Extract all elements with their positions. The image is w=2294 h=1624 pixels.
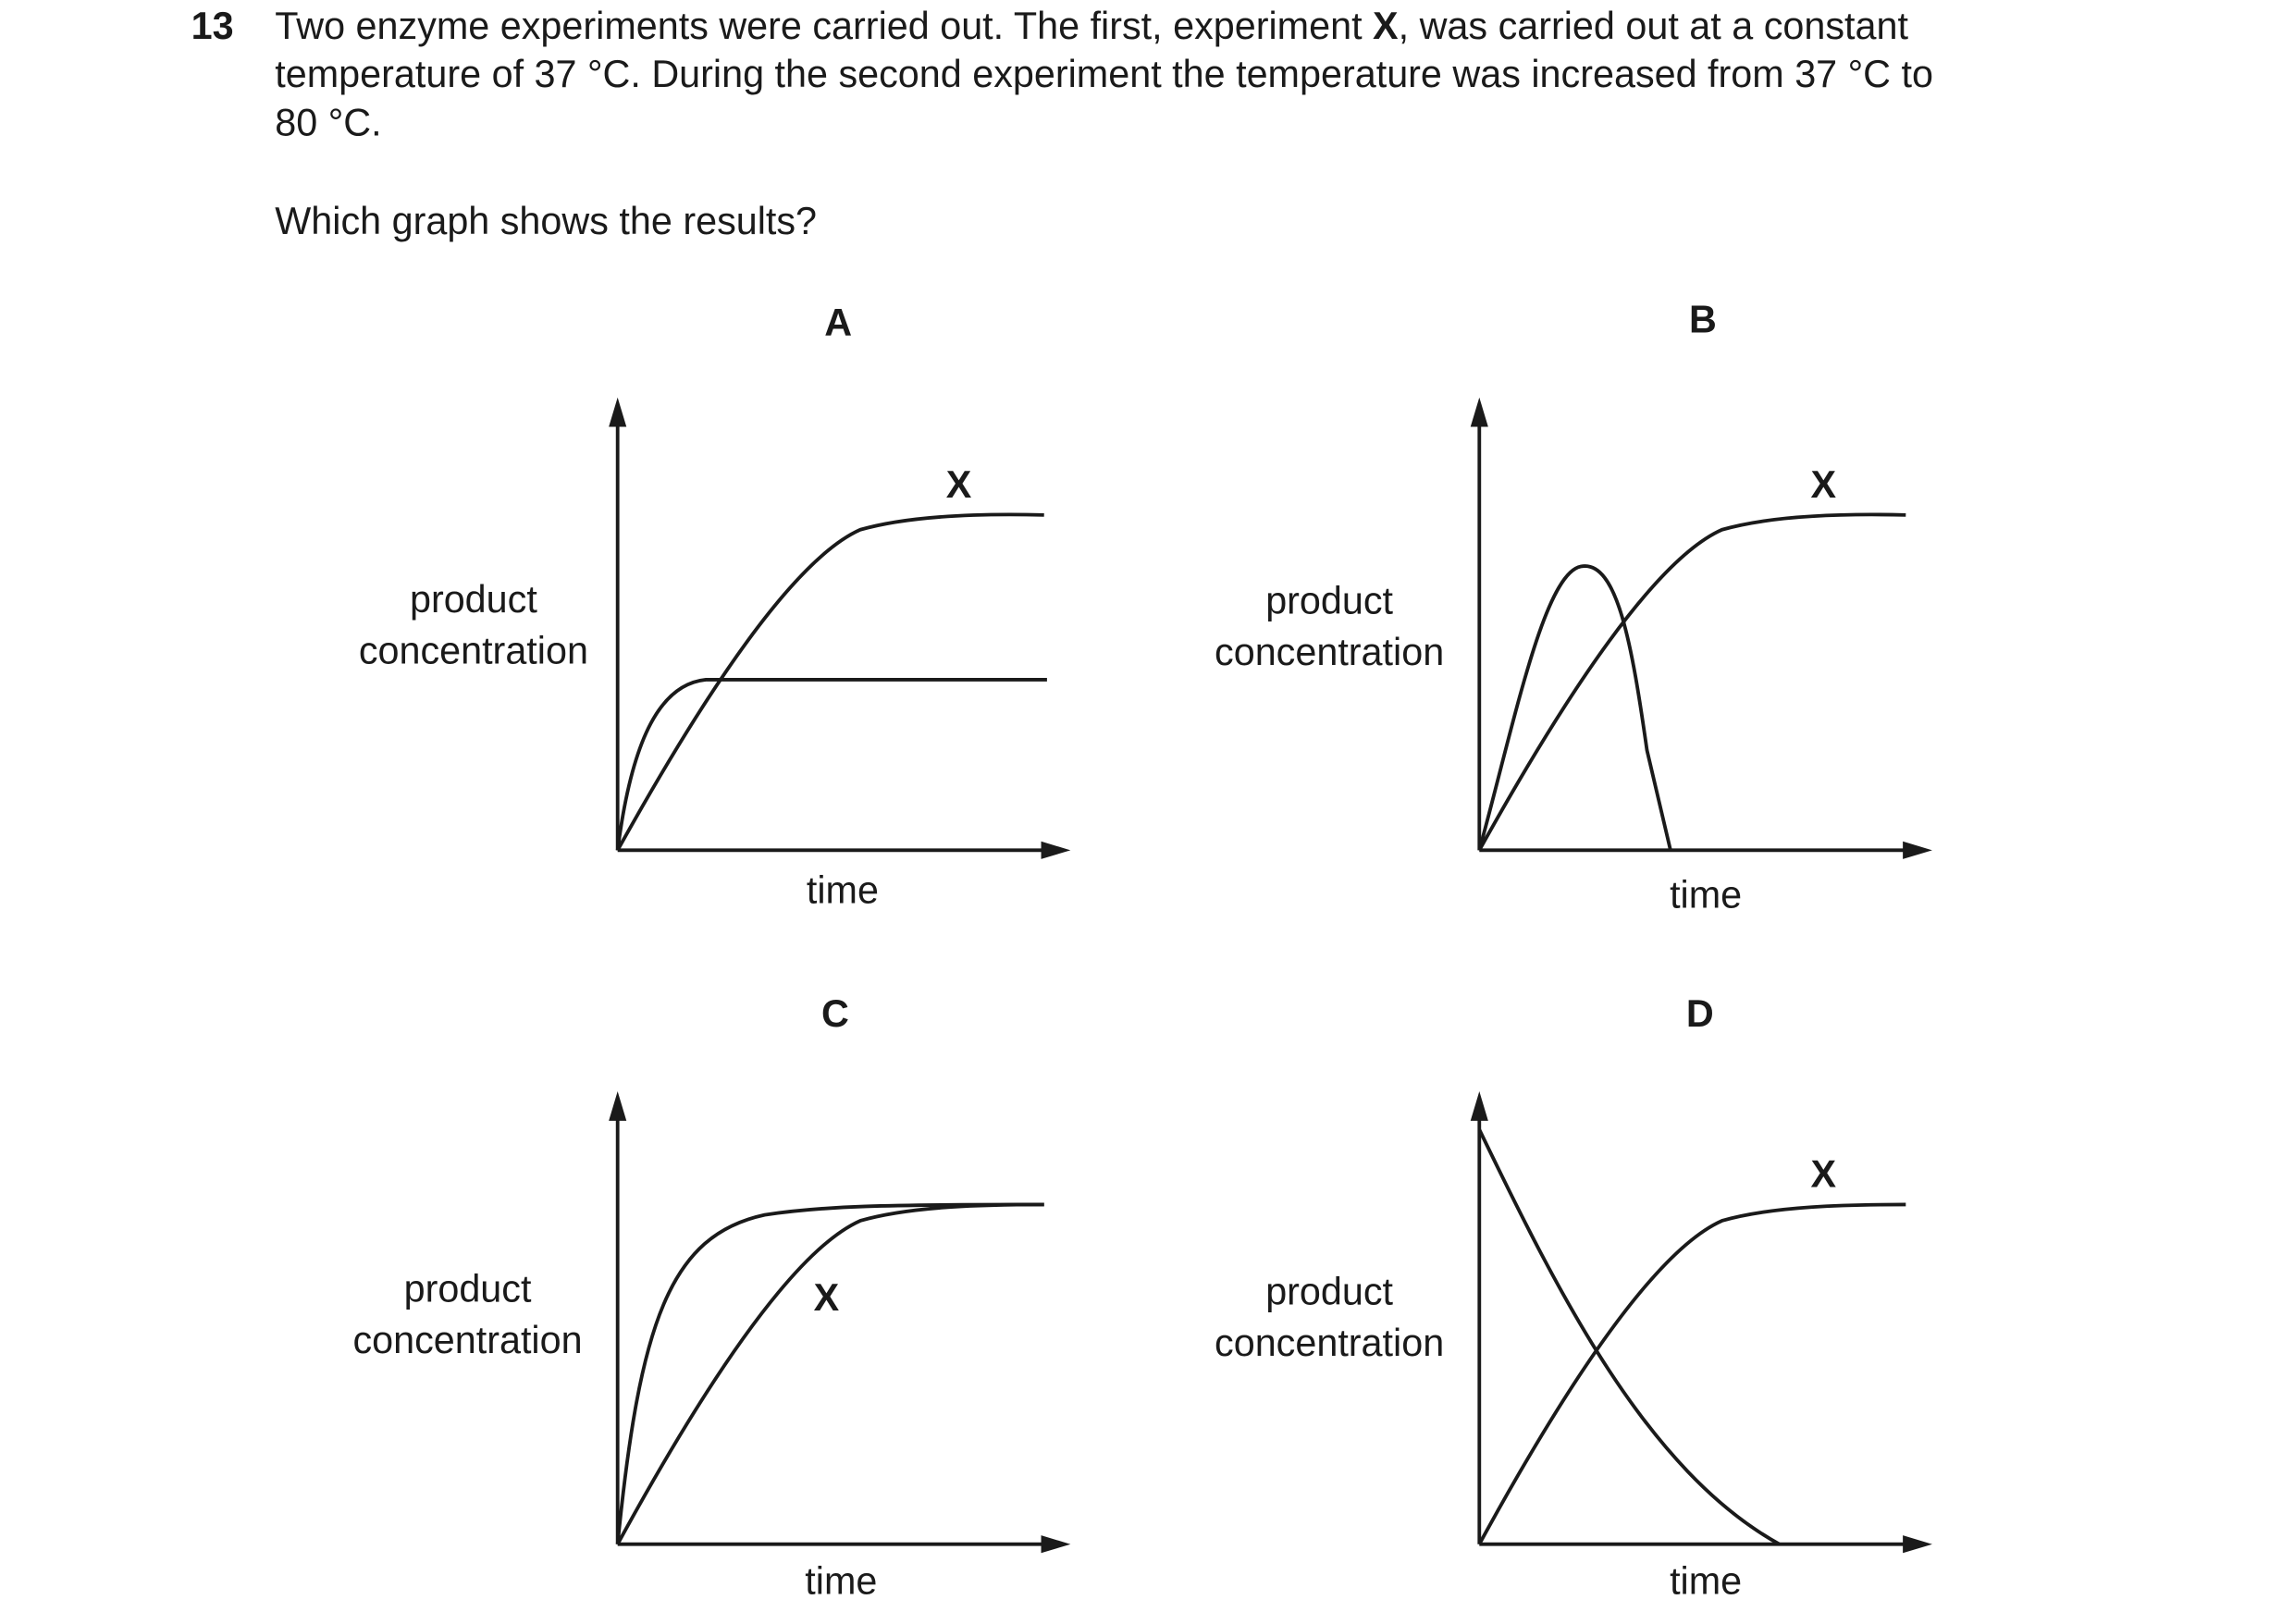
curve	[1477, 512, 1906, 852]
curve	[616, 1202, 1044, 1545]
option-letter: A	[824, 301, 852, 344]
curve-label: X	[1810, 1152, 1836, 1195]
question-line: Two enzyme experiments were carried out.…	[275, 5, 1908, 47]
arrow-head	[1903, 841, 1932, 859]
arrow-head	[1041, 1535, 1071, 1554]
text: , was carried out at a constant	[1399, 5, 1909, 47]
arrow-head	[1470, 1091, 1488, 1121]
question-prompt: Which graph shows the results?	[275, 200, 817, 242]
y-axis-label: product	[410, 578, 537, 621]
y-axis-label: product	[404, 1267, 532, 1310]
y-axis-label: concentration	[352, 1319, 582, 1361]
curve-label: X	[814, 1276, 840, 1319]
y-axis-label: concentration	[1215, 631, 1444, 673]
x-axis-label: time	[805, 1560, 877, 1603]
curve	[615, 678, 1047, 851]
option-letter: D	[1686, 992, 1714, 1035]
arrow-head	[609, 397, 627, 427]
arrow-head	[609, 1091, 627, 1121]
x-axis-label: time	[1670, 1560, 1742, 1603]
y-axis-label: product	[1265, 1271, 1393, 1313]
curve	[615, 1202, 1044, 1544]
y-axis-label: concentration	[359, 629, 588, 671]
x-axis-label: time	[807, 869, 879, 912]
text: Two enzyme experiments were carried out.…	[275, 5, 1373, 47]
curve-label: X	[946, 463, 972, 506]
curve	[1477, 1202, 1906, 1545]
curve	[1477, 564, 1672, 851]
arrow-head	[1903, 1535, 1932, 1554]
option-letter: C	[821, 992, 849, 1035]
arrow-head	[1041, 841, 1071, 859]
option-letter: B	[1689, 299, 1717, 341]
curve-label: X	[1810, 463, 1836, 506]
text: X	[1373, 5, 1399, 47]
question-line: 80 °C.	[275, 102, 381, 144]
arrow-head	[1470, 397, 1488, 427]
x-axis-label: time	[1670, 873, 1742, 916]
y-axis-label: concentration	[1215, 1322, 1444, 1364]
y-axis-label: product	[1265, 579, 1393, 621]
question-line: temperature of 37 °C. During the second …	[275, 53, 1933, 95]
curve	[616, 512, 1044, 852]
question-number: 13	[191, 5, 234, 47]
curve	[1477, 1128, 1781, 1546]
